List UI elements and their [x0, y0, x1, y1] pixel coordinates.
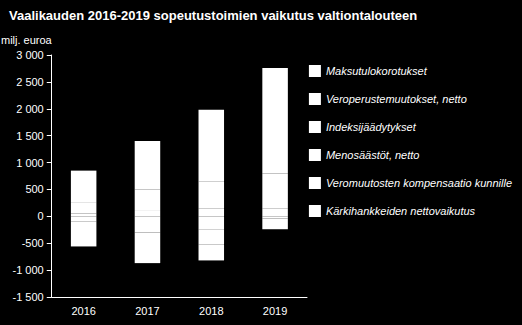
svg-text:Maksutulokorotukset: Maksutulokorotukset: [326, 65, 428, 77]
svg-text:Menosäästöt, netto: Menosäästöt, netto: [326, 149, 420, 161]
svg-text:1 500: 1 500: [16, 130, 44, 142]
svg-text:500: 500: [25, 183, 43, 195]
svg-text:0: 0: [38, 210, 44, 222]
svg-text:2018: 2018: [199, 305, 223, 317]
svg-text:-500: -500: [22, 237, 44, 249]
svg-text:2017: 2017: [135, 305, 159, 317]
svg-text:-1 500: -1 500: [13, 291, 44, 303]
svg-text:Indeksijäädytykset: Indeksijäädytykset: [326, 121, 417, 133]
svg-text:Veromuutosten kompensaatio kun: Veromuutosten kompensaatio kunnille: [326, 177, 512, 189]
svg-text:Veroperustemuutokset, netto: Veroperustemuutokset, netto: [326, 93, 467, 105]
svg-text:-1 000: -1 000: [13, 264, 44, 276]
svg-text:milj. euroa: milj. euroa: [1, 34, 53, 46]
svg-text:2016: 2016: [71, 305, 95, 317]
svg-text:2 000: 2 000: [16, 103, 44, 115]
svg-text:2 500: 2 500: [16, 76, 44, 88]
svg-text:1 000: 1 000: [16, 157, 44, 169]
svg-text:3 000: 3 000: [16, 49, 44, 61]
svg-text:Vaalikauden 2016-2019 sopeutus: Vaalikauden 2016-2019 sopeutustoimien va…: [9, 8, 417, 23]
svg-text:2019: 2019: [263, 305, 287, 317]
svg-text:Kärkihankkeiden nettovaikutus: Kärkihankkeiden nettovaikutus: [326, 205, 476, 217]
